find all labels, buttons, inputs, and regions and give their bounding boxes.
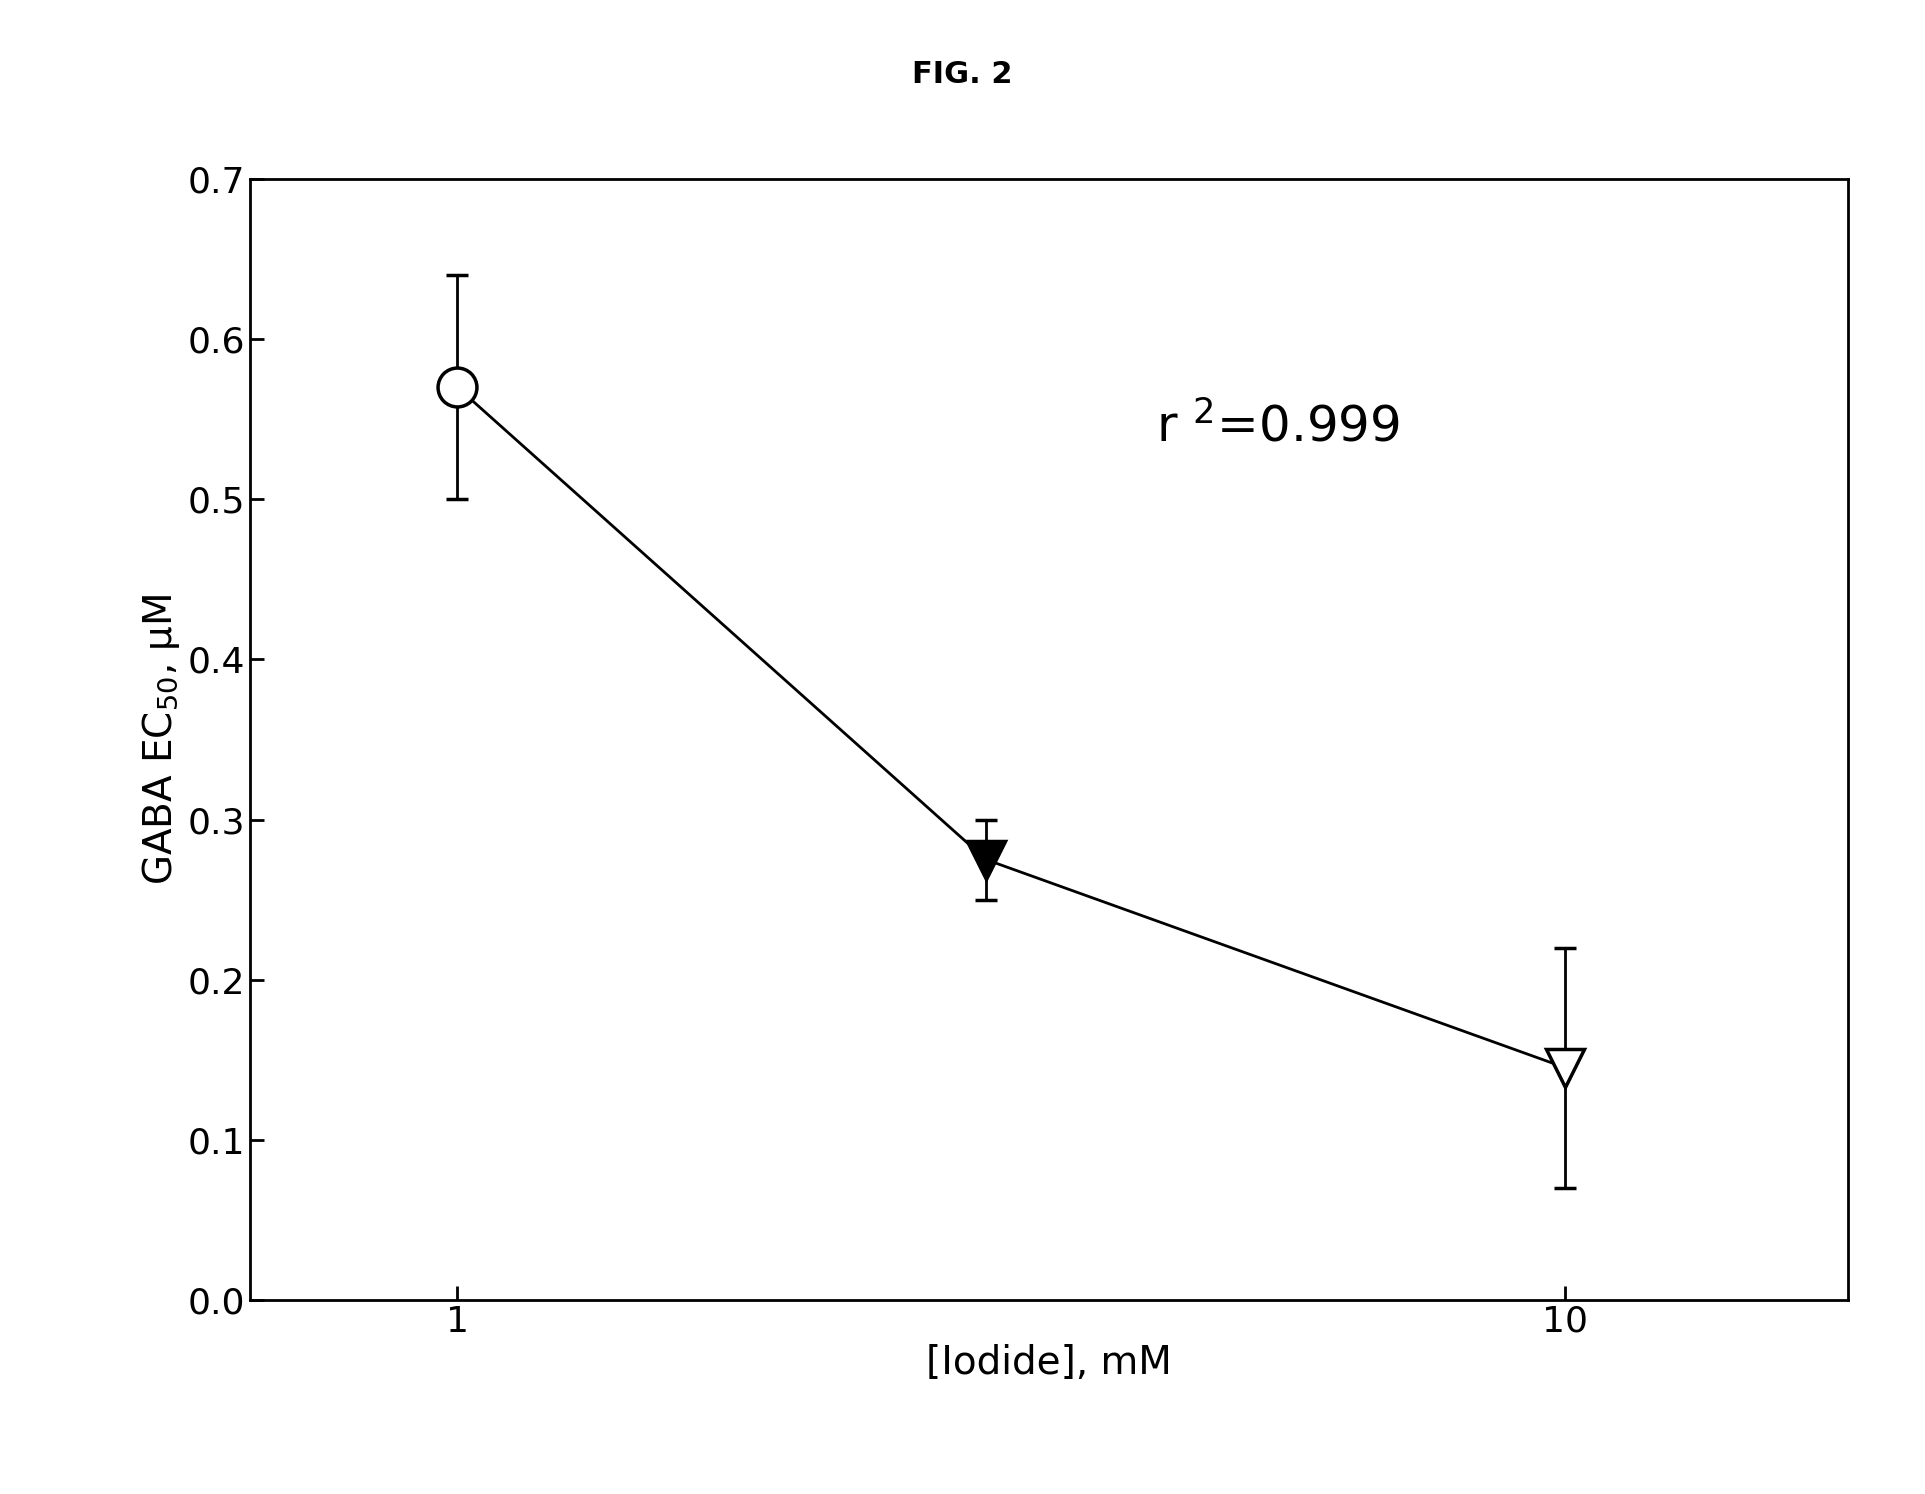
Text: r $^{2}$=0.999: r $^{2}$=0.999 (1155, 403, 1399, 451)
Y-axis label: GABA EC$_{50}$, μM: GABA EC$_{50}$, μM (141, 595, 183, 884)
Text: FIG. 2: FIG. 2 (912, 60, 1013, 88)
X-axis label: [Iodide], mM: [Iodide], mM (926, 1345, 1172, 1382)
